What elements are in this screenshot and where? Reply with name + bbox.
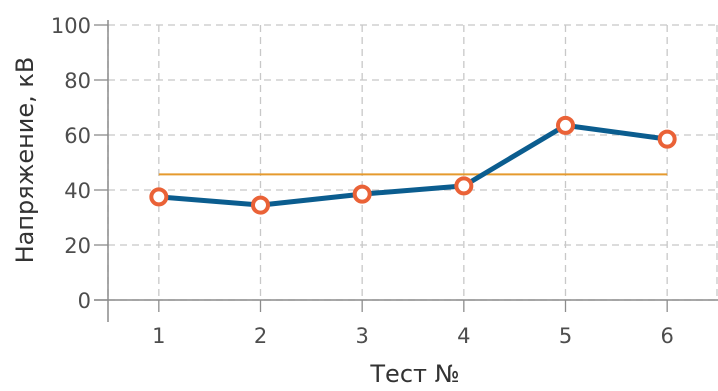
- series-line: [156, 122, 670, 208]
- x-tick-label: 2: [254, 324, 267, 348]
- tick-labels: 0 20 40 60 80 100 1 2 3 4 5 6: [51, 14, 674, 348]
- axes: [94, 20, 718, 322]
- x-tick-label: 6: [660, 324, 673, 348]
- data-point: [149, 187, 169, 207]
- y-axis-title: Напряжение, кВ: [11, 57, 39, 264]
- data-point: [251, 195, 270, 215]
- x-axis-title: Тест №: [369, 360, 459, 388]
- series-group: [156, 122, 670, 208]
- y-tick-label: 80: [64, 69, 91, 93]
- y-tick-label: 40: [64, 179, 91, 203]
- y-tick-label: 100: [51, 14, 91, 38]
- data-point: [454, 176, 474, 196]
- data-point: [556, 115, 575, 135]
- y-tick-label: 60: [64, 124, 91, 148]
- x-tick-label: 1: [152, 324, 165, 348]
- y-tick-label: 0: [78, 289, 91, 313]
- data-point: [352, 184, 372, 204]
- x-tick-label: 4: [457, 324, 470, 348]
- y-tick-label: 20: [64, 234, 91, 258]
- x-tick-label: 5: [559, 324, 572, 348]
- x-tick-label: 3: [355, 324, 368, 348]
- grid: [107, 24, 718, 301]
- data-point: [657, 129, 677, 149]
- marker-group: [149, 115, 677, 215]
